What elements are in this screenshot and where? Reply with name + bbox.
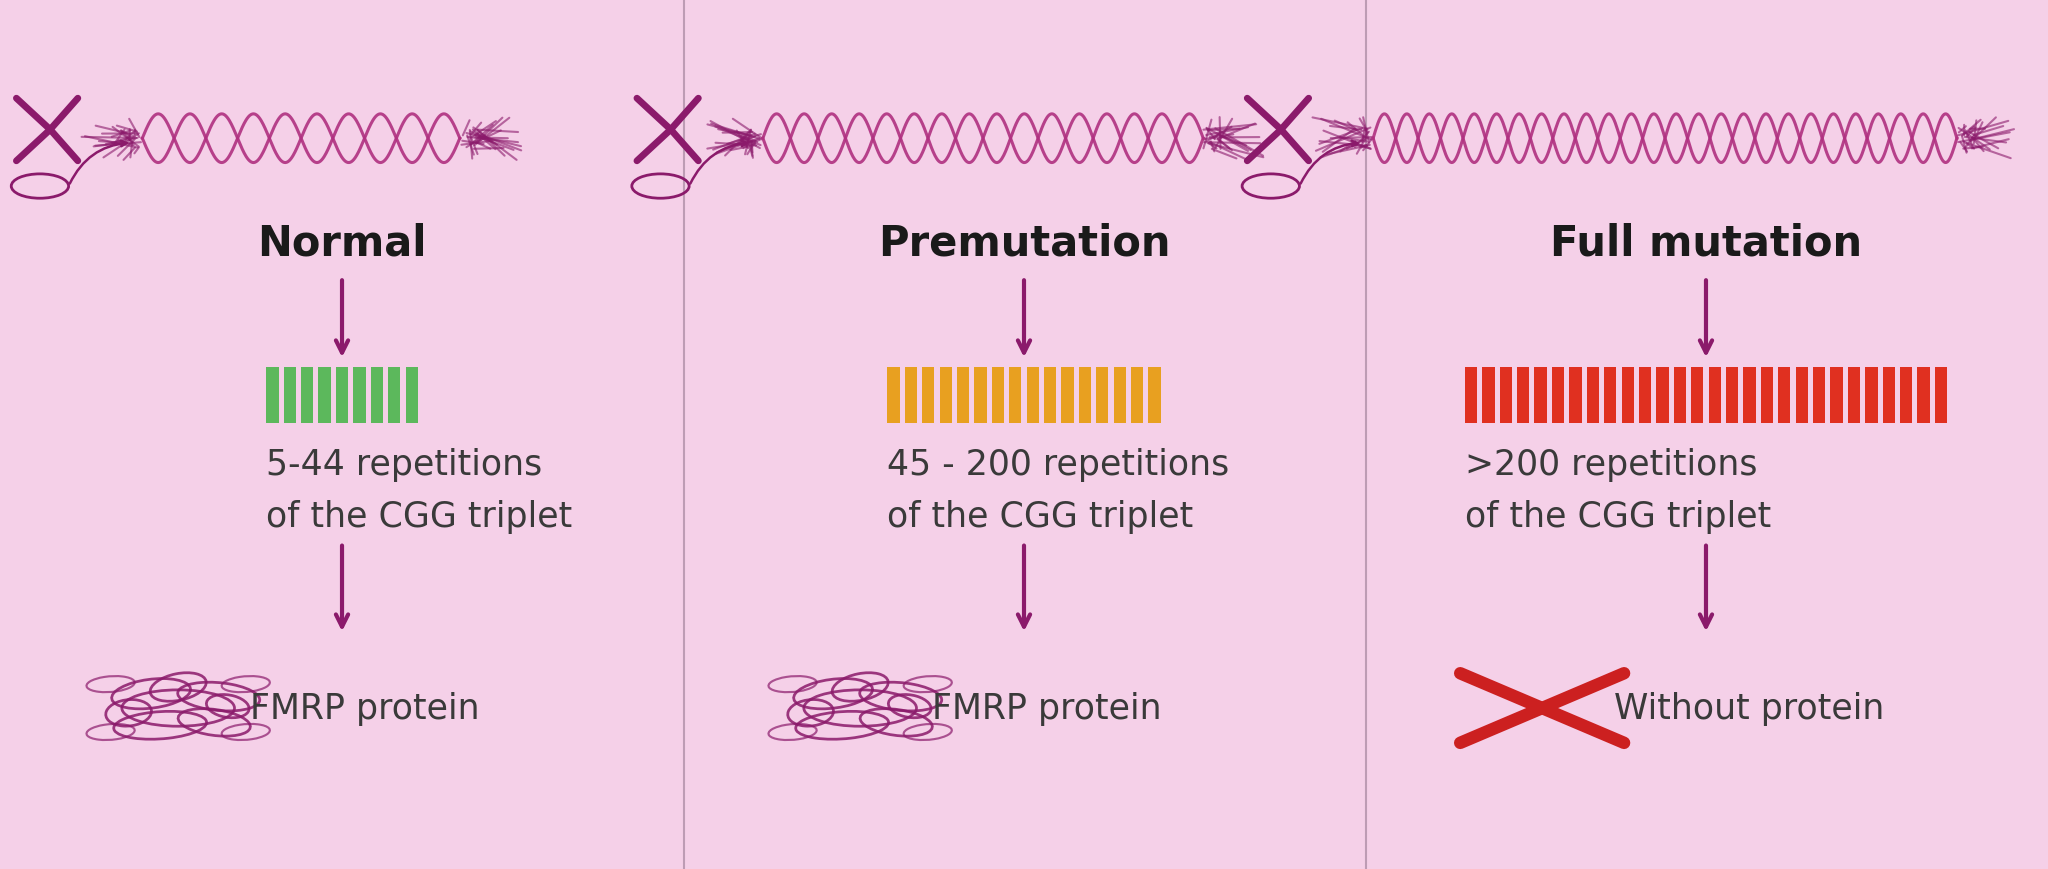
- Bar: [905, 367, 918, 423]
- Bar: [389, 367, 401, 423]
- Bar: [1010, 367, 1022, 423]
- Text: FMRP protein: FMRP protein: [250, 691, 479, 726]
- Bar: [301, 367, 313, 423]
- Bar: [283, 367, 297, 423]
- Bar: [319, 367, 332, 423]
- Bar: [1622, 367, 1634, 423]
- Bar: [1812, 367, 1825, 423]
- Bar: [956, 367, 969, 423]
- Bar: [1149, 367, 1161, 423]
- Bar: [1935, 367, 1948, 423]
- Bar: [1882, 367, 1894, 423]
- Text: of the CGG triplet: of the CGG triplet: [887, 500, 1194, 534]
- Bar: [1096, 367, 1108, 423]
- Bar: [1866, 367, 1878, 423]
- Text: of the CGG triplet: of the CGG triplet: [266, 500, 573, 534]
- Text: Premutation: Premutation: [879, 222, 1169, 264]
- Bar: [1026, 367, 1038, 423]
- Text: 45 - 200 repetitions: 45 - 200 repetitions: [887, 448, 1229, 481]
- Bar: [1673, 367, 1686, 423]
- Text: 5-44 repetitions: 5-44 repetitions: [266, 448, 543, 481]
- Bar: [1708, 367, 1720, 423]
- Bar: [922, 367, 934, 423]
- Bar: [371, 367, 383, 423]
- Bar: [1079, 367, 1092, 423]
- Bar: [1552, 367, 1565, 423]
- Bar: [887, 367, 899, 423]
- Bar: [1483, 367, 1495, 423]
- Bar: [1114, 367, 1126, 423]
- Bar: [1778, 367, 1790, 423]
- Bar: [1604, 367, 1616, 423]
- Bar: [1901, 367, 1913, 423]
- Bar: [1130, 367, 1143, 423]
- Bar: [940, 367, 952, 423]
- Bar: [991, 367, 1004, 423]
- Text: Without protein: Without protein: [1614, 691, 1884, 726]
- Bar: [1499, 367, 1511, 423]
- Bar: [1831, 367, 1843, 423]
- Bar: [406, 367, 418, 423]
- Text: Full mutation: Full mutation: [1550, 222, 1862, 264]
- Bar: [975, 367, 987, 423]
- Bar: [1847, 367, 1860, 423]
- Bar: [1044, 367, 1057, 423]
- Bar: [1917, 367, 1929, 423]
- Text: >200 repetitions: >200 repetitions: [1464, 448, 1757, 481]
- Bar: [1464, 367, 1477, 423]
- Text: Normal: Normal: [258, 222, 426, 264]
- Bar: [1569, 367, 1581, 423]
- Bar: [1796, 367, 1808, 423]
- Bar: [354, 367, 367, 423]
- Bar: [1061, 367, 1073, 423]
- Text: of the CGG triplet: of the CGG triplet: [1464, 500, 1772, 534]
- Bar: [1534, 367, 1546, 423]
- Bar: [1657, 367, 1669, 423]
- Bar: [1743, 367, 1755, 423]
- Bar: [1518, 367, 1530, 423]
- Bar: [1587, 367, 1599, 423]
- Bar: [1692, 367, 1704, 423]
- Bar: [1726, 367, 1739, 423]
- Bar: [1638, 367, 1651, 423]
- Bar: [266, 367, 279, 423]
- Bar: [1761, 367, 1774, 423]
- Bar: [336, 367, 348, 423]
- Text: FMRP protein: FMRP protein: [932, 691, 1161, 726]
